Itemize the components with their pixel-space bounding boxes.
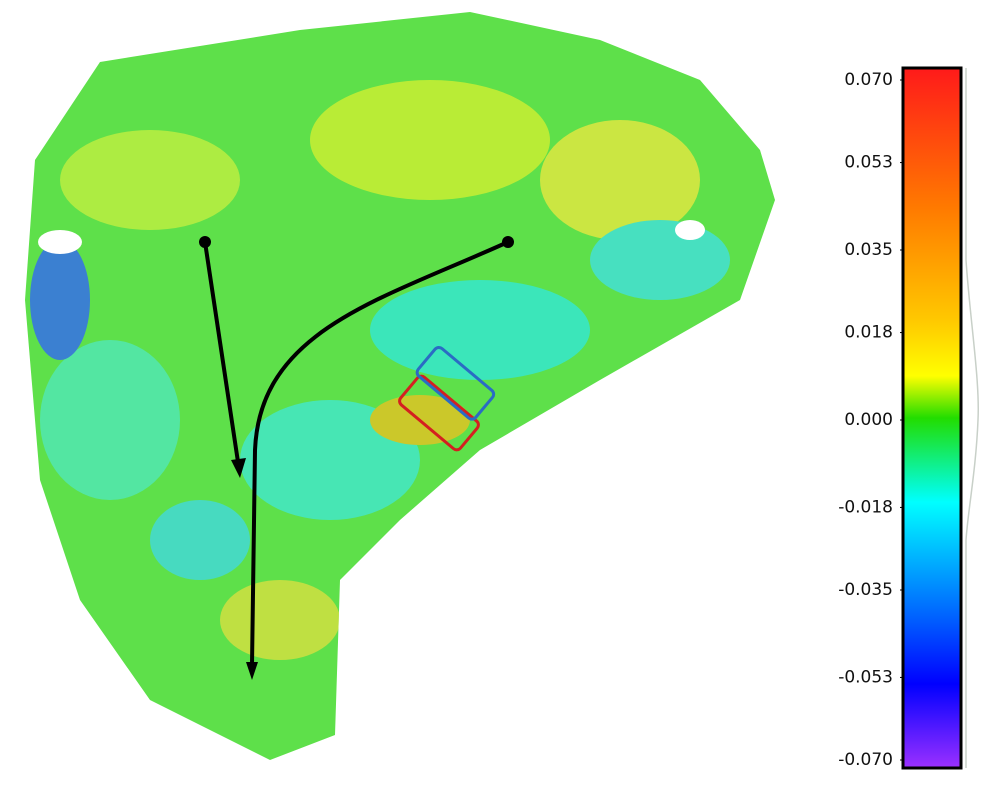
start-point: [199, 236, 211, 248]
tick-label: 0.035: [844, 240, 893, 260]
tick-label: 0.018: [844, 323, 893, 343]
color-bar: [903, 68, 961, 768]
color-scale: 0.070 0.053 0.035 0.018 0.000 -0.018 -0.035 -0.…: [838, 70, 903, 770]
histogram: [966, 68, 978, 768]
screenshot: 0.070 0.053 0.035 0.018 0.000 -0.018 -0.035 -0.…: [0, 0, 982, 789]
tick-label: -0.053: [838, 667, 893, 687]
start-point: [502, 236, 514, 248]
point-cloud: [0, 0, 800, 789]
tick-label: -0.070: [838, 750, 893, 770]
tick-label: -0.018: [838, 497, 893, 517]
tick-label: 0.070: [844, 70, 893, 90]
tick-label: 0.053: [844, 153, 893, 173]
tick-label: 0.000: [844, 410, 893, 430]
tick-label: -0.035: [838, 580, 893, 600]
